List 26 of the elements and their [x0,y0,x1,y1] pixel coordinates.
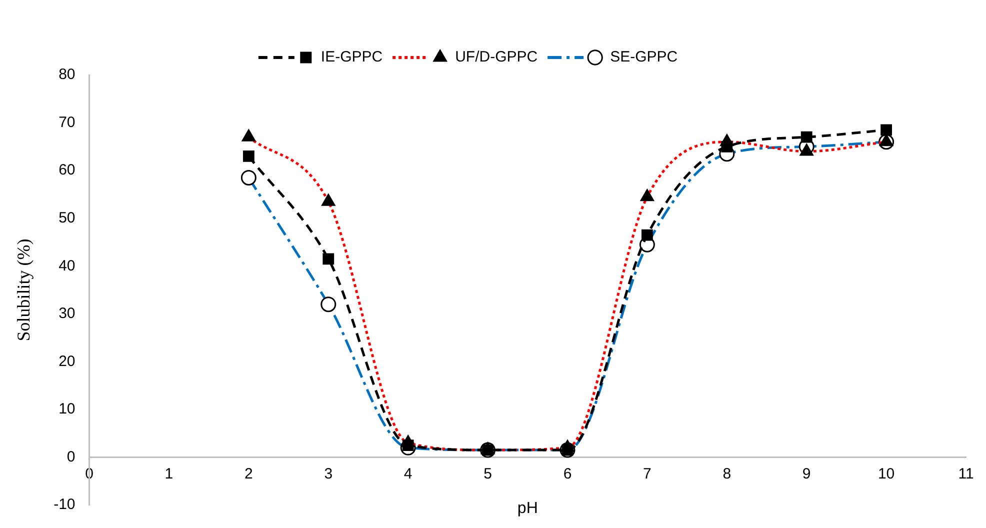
y-axis-title: Solubility (%) [14,238,34,342]
y-tick-label: 10 [58,400,76,418]
y-tick-label: 20 [58,352,76,370]
y-tick-label: 60 [58,162,76,179]
x-tick-label: 2 [244,465,253,482]
x-tick-label: 10 [878,465,895,482]
y-tick-label: 40 [58,257,76,274]
x-tick-label: 9 [802,465,811,482]
x-tick-label: 4 [404,465,412,482]
x-axis-title: pH [517,500,538,518]
y-tick-label: 70 [58,114,76,131]
y-tick-label: 30 [58,305,76,322]
legend-label: UF/D-GPPC [455,48,538,66]
y-tick-label: 50 [58,209,76,226]
x-tick-label: 6 [563,465,572,482]
legend-label: IE-GPPC [320,48,383,66]
y-tick-label: 80 [58,66,76,84]
x-tick-label: 1 [164,465,174,482]
x-tick-label: 7 [643,465,652,482]
x-tick-label: 5 [484,465,492,482]
legend-label: SE-GPPC [610,48,678,66]
x-tick-label: 11 [958,465,974,482]
x-tick-label: 8 [722,465,732,482]
x-tick-label: 3 [324,465,333,482]
y-tick-label: -10 [54,496,76,514]
y-tick-label: 0 [66,448,76,466]
